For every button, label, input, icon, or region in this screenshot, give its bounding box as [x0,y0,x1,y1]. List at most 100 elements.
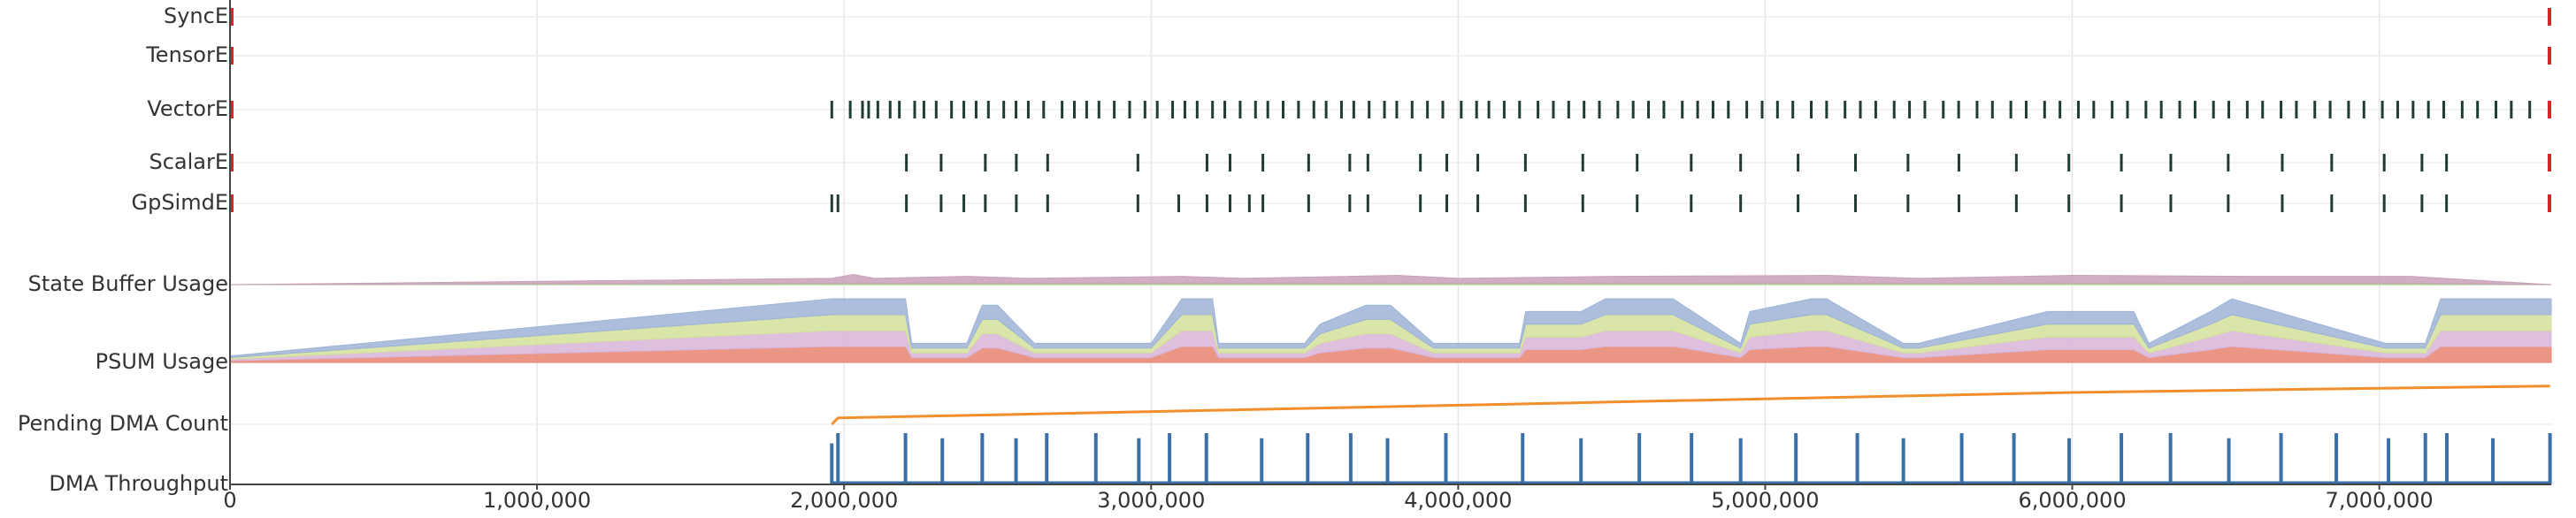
event [848,101,852,118]
event [2330,154,2334,171]
x-tick-label: 3,000,000 [1097,488,1205,513]
lane-label: VectorE [147,96,228,121]
event [934,101,938,118]
event [2295,101,2298,118]
lane-label: DMA Throughput [49,471,228,496]
event [1476,154,1480,171]
event [2347,101,2350,118]
event [1042,101,1046,118]
x-tick-label: 6,000,000 [2018,488,2126,513]
event [2460,101,2464,118]
event [1426,101,1430,118]
event [1892,101,1896,118]
event [1711,101,1714,118]
boundary-marker [230,101,234,118]
event [950,101,954,118]
event [1266,101,1269,118]
x-tick-label: 5,000,000 [1711,488,1819,513]
event [1441,101,1445,118]
lane-label: SyncE [164,4,228,28]
event [1476,194,1480,212]
event [1395,101,1399,118]
event [1791,101,1795,118]
event [2495,101,2498,118]
event [1957,101,1960,118]
event [2442,101,2446,118]
event [2281,154,2284,171]
event [1072,101,1076,118]
event [986,101,990,118]
event [1906,154,1910,171]
event [2126,101,2129,118]
event [1195,101,1199,118]
event [1419,154,1422,171]
event [1844,101,1847,118]
event [2380,101,2384,118]
event [2420,154,2424,171]
event [1853,154,1857,171]
event [1696,101,1699,118]
event [836,194,840,212]
x-tick-label: 1,000,000 [483,488,591,513]
event [1445,154,1449,171]
event [2281,194,2284,212]
event [2067,194,2071,212]
event [2227,154,2230,171]
event [1487,101,1491,118]
event [1460,101,1463,118]
event [1662,101,1666,118]
event [984,194,987,212]
event [2476,101,2480,118]
event [1261,154,1265,171]
event [1581,154,1584,171]
event [2169,194,2173,212]
event [2193,101,2196,118]
event [1282,101,1285,118]
lane-label: Pending DMA Count [18,411,228,436]
event [939,154,943,171]
event [1523,194,1527,212]
event [2067,154,2071,171]
lane-label: PSUM Usage [96,349,228,374]
event [2330,194,2334,212]
event [1906,194,1910,212]
event [1366,194,1369,212]
event [830,101,833,118]
event [1410,101,1414,118]
event [2014,194,2018,212]
event [1739,194,1743,212]
event [2014,154,2018,171]
boundary-marker [230,154,234,171]
event [1307,194,1310,212]
event [1419,194,1422,212]
area-layer [229,298,2552,359]
event [2043,101,2046,118]
event [2313,101,2317,118]
event [1523,154,1527,171]
event [1445,194,1449,212]
event [1205,154,1208,171]
event [2024,101,2028,118]
event [1297,101,1300,118]
event [984,154,987,171]
event [1383,101,1386,118]
event [1775,101,1779,118]
event [1002,101,1006,118]
event [2426,101,2430,118]
event [1727,101,1730,118]
event [2227,194,2230,212]
event [2212,101,2215,118]
event [974,101,978,118]
event [1348,194,1352,212]
event [1143,101,1146,118]
event [1518,101,1522,118]
lane-label: GpSimdE [131,190,228,215]
event [962,101,966,118]
event [1874,101,1877,118]
event [1366,154,1369,171]
event [1171,101,1175,118]
event [1352,101,1355,118]
event [1312,101,1315,118]
